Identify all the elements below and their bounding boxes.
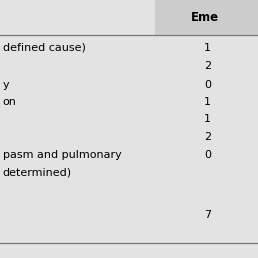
Text: Eme: Eme	[191, 11, 219, 24]
Text: pasm and pulmonary: pasm and pulmonary	[3, 150, 121, 160]
Text: defined cause): defined cause)	[3, 43, 85, 53]
Text: 1: 1	[204, 43, 211, 53]
Text: 1: 1	[204, 114, 211, 124]
Text: 2: 2	[204, 132, 211, 142]
Text: 2: 2	[204, 61, 211, 71]
Text: y: y	[3, 80, 9, 90]
Text: 0: 0	[204, 80, 211, 90]
Bar	[155, 0, 258, 35]
Bar	[0, 0, 155, 35]
Text: on: on	[3, 97, 17, 107]
Text: determined): determined)	[3, 168, 72, 178]
Text: 7: 7	[204, 210, 211, 220]
Text: 0: 0	[204, 150, 211, 160]
Text: 1: 1	[204, 97, 211, 107]
